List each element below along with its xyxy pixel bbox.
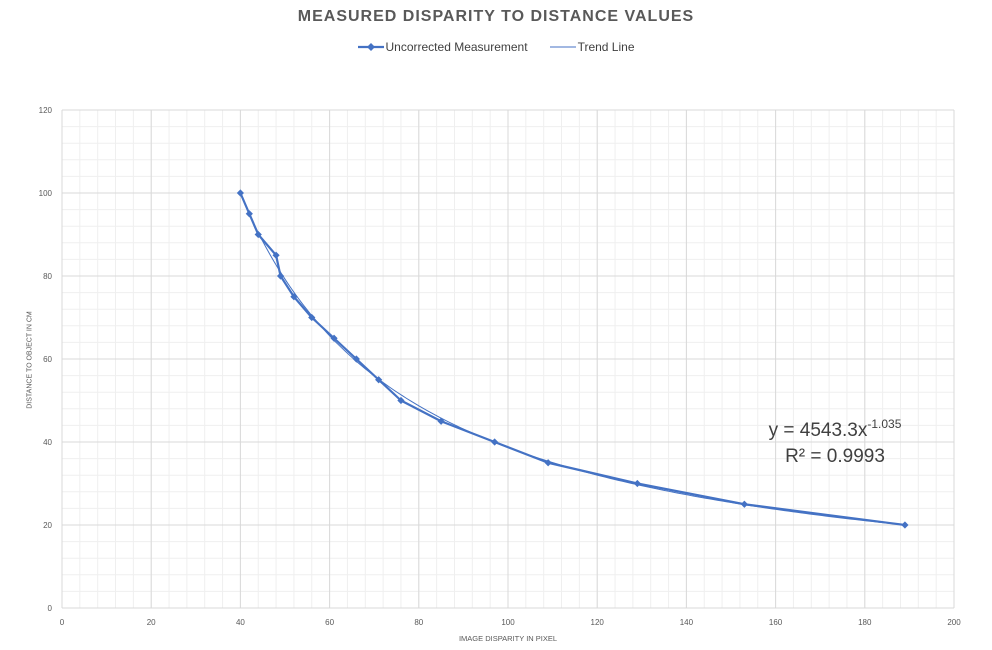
data-point	[633, 479, 641, 488]
data-point	[375, 376, 383, 384]
legend-entry-trend: Trend Line	[549, 40, 635, 54]
x-tick-label: 180	[858, 618, 872, 627]
legend-label-trend: Trend Line	[577, 40, 635, 54]
data-point	[740, 500, 748, 508]
equation-text: y = 4543.3x-1.035	[720, 418, 950, 444]
legend-marker-uncorrected	[357, 43, 384, 51]
y-tick-labels: 0 20 40 60 80 100 120	[39, 106, 53, 613]
data-point	[491, 438, 499, 446]
major-gridlines	[61, 109, 955, 609]
x-tick-label: 200	[947, 618, 961, 627]
data-point	[901, 521, 909, 529]
legend: Uncorrected Measurement Trend Line	[0, 40, 992, 54]
data-point	[254, 230, 262, 239]
x-tick-label: 40	[236, 618, 245, 627]
data-point	[272, 251, 280, 259]
y-axis-title-text: DISTANCE TO OBJECT IN CM	[26, 311, 34, 409]
equation-prefix: y = 4543.3x	[768, 420, 868, 441]
r-squared: R² = 0.9993	[785, 446, 885, 467]
x-tick-label: 140	[680, 618, 694, 627]
y-tick-label: 60	[43, 355, 52, 364]
x-axis-title: IMAGE DISPARITY IN PIXEL	[458, 634, 558, 643]
chart-title: MEASURED DISPARITY TO DISTANCE VALUES	[297, 8, 695, 25]
data-point	[290, 293, 298, 301]
x-tick-label: 60	[325, 618, 334, 627]
legend-label-uncorrected: Uncorrected Measurement	[385, 40, 528, 54]
x-tick-labels: 0 20 40 60 80 100 120 140 160 180 200	[60, 618, 961, 627]
x-tick-label: 80	[414, 618, 423, 627]
x-tick-label: 20	[147, 618, 156, 627]
data-point	[245, 210, 253, 218]
equation-exponent: -1.035	[867, 417, 902, 431]
data-point	[397, 396, 405, 405]
y-tick-label: 100	[39, 189, 53, 198]
y-tick-label: 0	[48, 604, 53, 613]
data-point	[330, 334, 338, 342]
data-point	[276, 272, 285, 280]
series-group	[236, 189, 909, 529]
data-point	[437, 417, 445, 425]
x-tick-label: 0	[60, 618, 65, 627]
trendline-equation: y = 4543.3x-1.035 R² = 0.9993	[720, 418, 950, 470]
data-point	[352, 355, 360, 363]
x-tick-label: 160	[769, 618, 783, 627]
x-tick-label: 120	[591, 618, 605, 627]
data-point	[236, 189, 244, 197]
data-point	[308, 313, 316, 322]
y-tick-label: 20	[43, 521, 52, 530]
legend-marker-trend	[549, 46, 576, 48]
x-tick-label: 100	[501, 618, 515, 627]
legend-entry-uncorrected: Uncorrected Measurement	[357, 40, 528, 54]
data-point	[544, 459, 552, 467]
y-tick-label: 120	[39, 106, 53, 115]
y-tick-label: 80	[43, 272, 52, 281]
y-tick-label: 40	[43, 438, 52, 447]
